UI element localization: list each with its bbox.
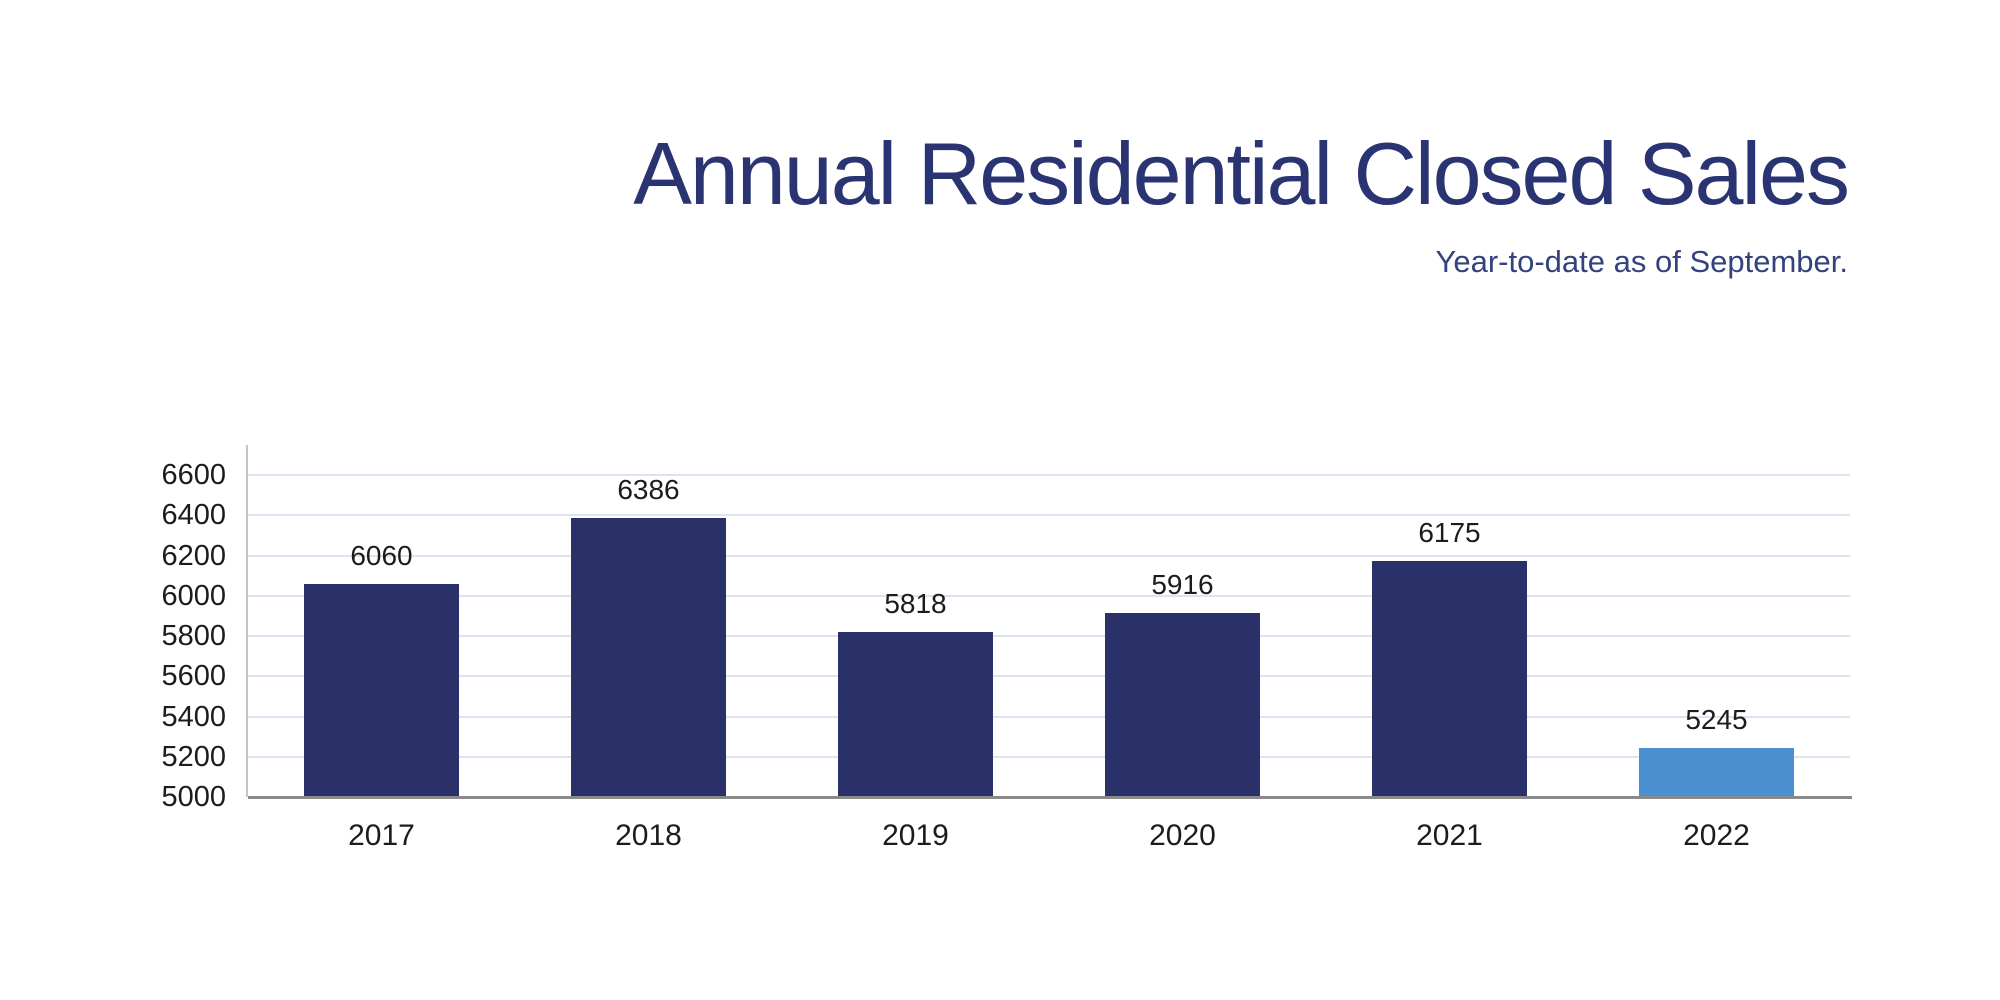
y-tick-5200: 5200 bbox=[161, 740, 226, 773]
y-tick-6200: 6200 bbox=[161, 539, 226, 572]
gridline-5400 bbox=[248, 715, 1850, 718]
x-tick-2020: 2020 bbox=[1149, 819, 1216, 852]
y-axis-line bbox=[246, 445, 248, 797]
bar-2017 bbox=[304, 583, 459, 797]
value-label-2018: 6386 bbox=[617, 474, 680, 506]
gridline-6400 bbox=[248, 514, 1850, 517]
gridline-6600 bbox=[248, 474, 1850, 477]
y-tick-6600: 6600 bbox=[161, 459, 226, 492]
x-tick-2021: 2021 bbox=[1416, 819, 1483, 852]
y-tick-5000: 5000 bbox=[161, 781, 226, 813]
bar-2021 bbox=[1372, 560, 1527, 797]
y-tick-5800: 5800 bbox=[161, 620, 226, 653]
chart-title: Annual Residential Closed Sales bbox=[633, 124, 1850, 223]
x-axis-line bbox=[248, 796, 1852, 799]
y-tick-6400: 6400 bbox=[161, 499, 226, 532]
value-label-2017: 6060 bbox=[350, 539, 413, 571]
gridline-5800 bbox=[248, 635, 1850, 638]
gridline-5200 bbox=[248, 755, 1850, 758]
y-tick-6000: 6000 bbox=[161, 579, 226, 612]
bar-2022 bbox=[1639, 747, 1794, 797]
value-label-2020: 5916 bbox=[1151, 568, 1214, 600]
y-tick-5600: 5600 bbox=[161, 660, 226, 693]
y-tick-5400: 5400 bbox=[161, 700, 226, 733]
chart-subtitle: Year-to-date as of September. bbox=[1435, 244, 1848, 279]
value-label-2021: 6175 bbox=[1418, 516, 1481, 548]
bar-2020 bbox=[1105, 612, 1260, 797]
x-tick-2018: 2018 bbox=[615, 819, 682, 852]
x-tick-2022: 2022 bbox=[1683, 819, 1750, 852]
bar-2019 bbox=[838, 632, 993, 797]
gridline-6000 bbox=[248, 594, 1850, 597]
x-tick-2019: 2019 bbox=[882, 819, 949, 852]
gridline-6200 bbox=[248, 554, 1850, 557]
value-label-2019: 5818 bbox=[884, 588, 947, 620]
bar-2018 bbox=[571, 518, 726, 797]
value-label-2022: 5245 bbox=[1685, 703, 1748, 735]
x-tick-2017: 2017 bbox=[348, 819, 415, 852]
gridline-5600 bbox=[248, 675, 1850, 678]
